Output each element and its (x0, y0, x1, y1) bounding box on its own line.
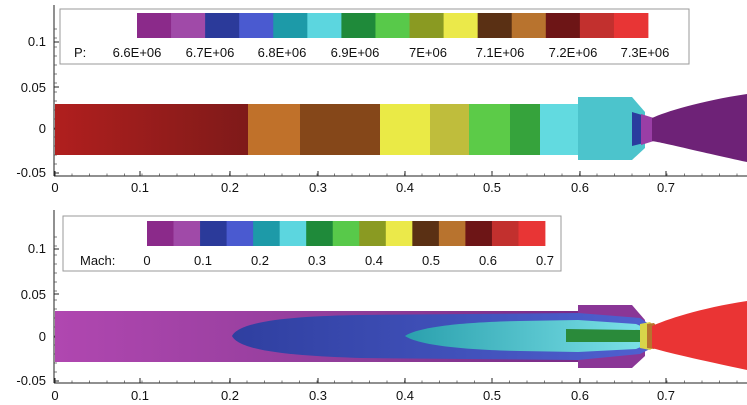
pressure-band (300, 104, 382, 155)
legend-tick-label: 7.3E+06 (621, 45, 670, 60)
x-tick-label: 0.6 (571, 180, 589, 195)
colorbar-swatch (385, 221, 413, 246)
y-tick-label: -0.05 (16, 165, 46, 180)
colorbar-swatch (545, 13, 581, 38)
x-tick-label: 0.5 (483, 388, 501, 403)
colorbar-swatch (332, 221, 360, 246)
colorbar-swatch (511, 13, 547, 38)
x-tick-label: 0.2 (221, 388, 239, 403)
x-tick-label: 0.1 (131, 388, 149, 403)
x-tick-label: 0.1 (131, 180, 149, 195)
x-tick-marks (54, 378, 738, 383)
legend-tick-label: 0.4 (365, 253, 383, 268)
pressure-band (540, 104, 580, 155)
legend-tick-label: 0.1 (194, 253, 212, 268)
legend-tick-label: 0.6 (479, 253, 497, 268)
legend-tick-label: 0.2 (251, 253, 269, 268)
colorbar-swatch (412, 221, 440, 246)
legend-tick-label: 7.2E+06 (549, 45, 598, 60)
colorbar-swatch (307, 13, 342, 38)
mach-colorbar (147, 221, 546, 246)
colorbar-swatch (465, 221, 493, 246)
legend-tick-label: 0 (143, 253, 150, 268)
mach-throat-region (566, 329, 646, 342)
colorbar-swatch (518, 221, 546, 246)
colorbar-swatch (306, 221, 334, 246)
legend-tick-label: 0.5 (422, 253, 440, 268)
x-tick-label: 0.7 (657, 180, 675, 195)
colorbar-swatch (200, 221, 227, 246)
colorbar-swatch (205, 13, 240, 38)
x-tick-label: 0.6 (571, 388, 589, 403)
mach-inner-region (405, 320, 650, 352)
x-tick-label: 0 (51, 388, 58, 403)
colorbar-swatch (443, 13, 479, 38)
x-tick-label: 0 (51, 180, 58, 195)
y-tick-label: 0.1 (28, 34, 46, 49)
x-tick-label: 0.5 (483, 180, 501, 195)
legend-tick-label: 7.1E+06 (476, 45, 525, 60)
x-tick-label: 0.4 (396, 180, 414, 195)
y-tick-label: 0.05 (21, 80, 46, 95)
x-tick-label: 0.3 (309, 388, 327, 403)
y-tick-label: 0 (39, 329, 46, 344)
mach-legend: Mach: 0 0.1 0.2 0.3 0.4 0.5 0.6 0.7 (62, 215, 562, 272)
pressure-band (55, 104, 250, 155)
colorbar-swatch (137, 13, 172, 38)
colorbar-swatch (359, 221, 387, 246)
y-tick-label: -0.05 (16, 373, 46, 388)
pressure-legend: P: 6.6E+06 6.7E+06 6.8E+06 6.9E+06 7E+06… (59, 8, 690, 65)
legend-tick-label: 7E+06 (409, 45, 447, 60)
pressure-panel: 0.1 0.05 0 -0.05 0 0.1 0.2 0.3 0.4 0.5 0… (16, 5, 747, 195)
colorbar-swatch (171, 13, 206, 38)
legend-tick-label: 6.6E+06 (113, 45, 162, 60)
colorbar-swatch (279, 221, 307, 246)
colorbar-swatch (253, 221, 281, 246)
colorbar-swatch (273, 13, 308, 38)
pressure-band (430, 104, 470, 155)
pressure-band (510, 104, 542, 155)
x-tick-label: 0.7 (657, 388, 675, 403)
colorbar-swatch (173, 221, 201, 246)
colorbar-swatch (477, 13, 513, 38)
colorbar-swatch (409, 13, 444, 38)
colorbar-swatch (226, 221, 254, 246)
legend-tick-label: 6.8E+06 (258, 45, 307, 60)
legend-title: P: (74, 45, 86, 60)
colorbar-swatch (341, 13, 376, 38)
nozzle-converging (578, 97, 645, 160)
y-tick-label: 0.1 (28, 241, 46, 256)
colorbar-swatch (375, 13, 410, 38)
colorbar-swatch (579, 13, 615, 38)
x-tick-label: 0.4 (396, 388, 414, 403)
nozzle-diverging (652, 94, 747, 162)
colorbar-swatch (491, 221, 519, 246)
x-tick-label: 0.2 (221, 180, 239, 195)
legend-tick-label: 0.7 (536, 253, 554, 268)
colorbar-swatch (239, 13, 274, 38)
y-tick-label: 0 (39, 121, 46, 136)
mach-panel: 0.1 0.05 0 -0.05 0 0.1 0.2 0.3 0.4 0.5 0… (16, 210, 747, 403)
legend-tick-label: 0.3 (308, 253, 326, 268)
nozzle-diverging (652, 301, 747, 370)
colorbar-swatch (438, 221, 466, 246)
colorbar-swatch (147, 221, 174, 246)
legend-title: Mach: (80, 253, 115, 268)
x-tick-marks (54, 171, 738, 176)
y-tick-label: 0.05 (21, 287, 46, 302)
legend-tick-label: 6.9E+06 (331, 45, 380, 60)
pressure-colorbar (137, 13, 649, 38)
colorbar-swatch (613, 13, 649, 38)
legend-tick-label: 6.7E+06 (186, 45, 235, 60)
x-tick-label: 0.3 (309, 180, 327, 195)
